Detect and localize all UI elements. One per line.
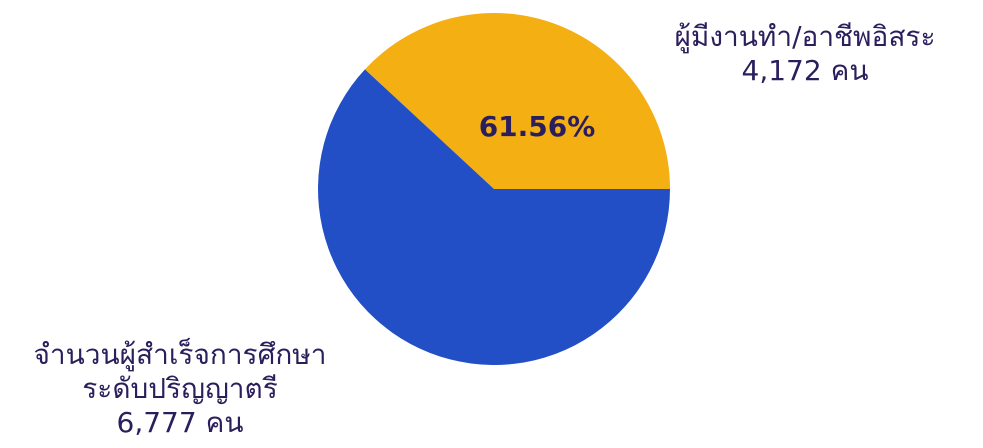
employed-title: ผู้มีงานทำ/อาชีพอิสระ <box>674 20 936 53</box>
pie-slice-0 <box>364 13 670 190</box>
graduates-count: 6,777 คน <box>116 406 244 439</box>
graduates-title: จำนวนผู้สำเร็จการศึกษา <box>33 338 327 371</box>
slice-label-graduates: จำนวนผู้สำเร็จการศึกษา ระดับปริญญาตรี 6,… <box>0 338 360 440</box>
pie-slices <box>318 13 670 366</box>
graduates-level: ระดับปริญญาตรี <box>82 372 278 405</box>
pie-slice-1 <box>318 69 670 366</box>
slice-label-employed: ผู้มีงานทำ/อาชีพอิสระ 4,172 คน <box>635 20 975 88</box>
employed-count: 4,172 คน <box>741 54 869 87</box>
percent-label: 61.56% <box>479 110 596 143</box>
